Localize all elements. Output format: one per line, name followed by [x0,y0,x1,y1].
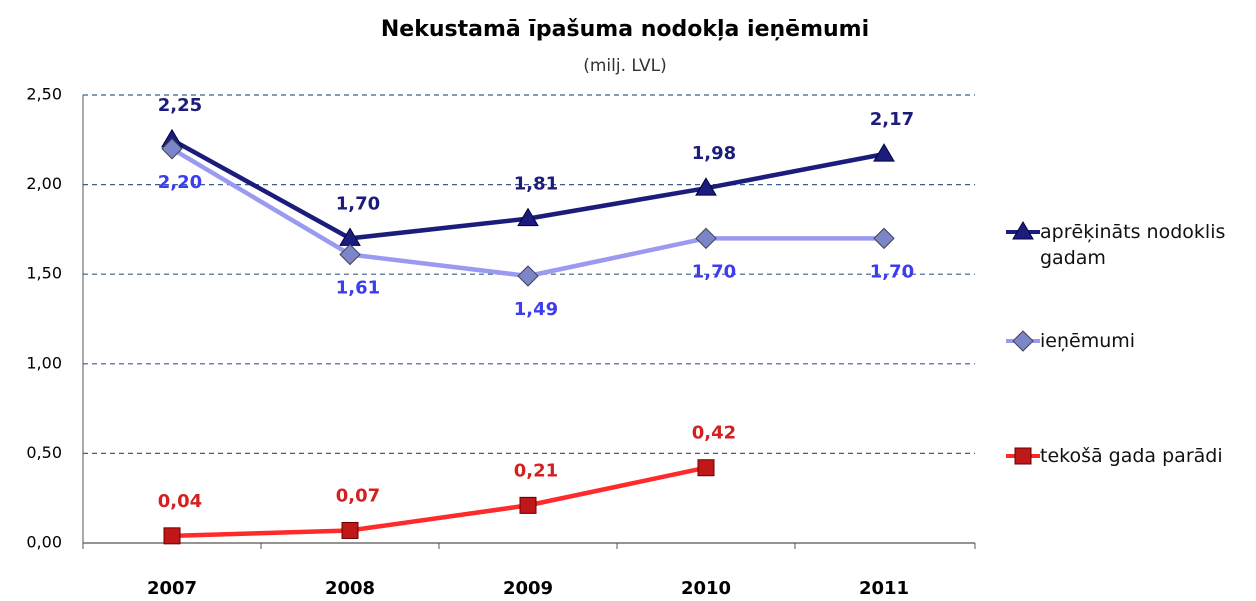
x-tick-label: 2008 [325,578,375,599]
data-label: 2,17 [870,109,914,130]
legend-label: ieņēmumi [1040,330,1136,352]
y-tick-label: 1,00 [26,353,62,372]
point-marker [695,177,717,196]
data-label: 0,21 [514,460,558,481]
point-marker [697,459,715,477]
x-tick-label: 2007 [147,578,197,599]
y-tick-label: 2,00 [26,174,62,193]
data-label: 1,81 [514,174,558,195]
data-label: 0,42 [692,423,736,444]
y-tick-label: 2,50 [26,85,62,104]
point-marker [341,521,359,539]
point-marker [519,496,537,514]
data-label: 2,25 [158,95,202,116]
y-tick-label: 1,50 [26,264,62,283]
legend-marker [1012,330,1034,352]
y-tick-label: 0,50 [26,443,62,462]
point-marker [873,227,895,250]
data-label: 1,49 [514,299,558,320]
y-tick-label: 0,00 [26,533,62,552]
x-tick-label: 2011 [859,578,909,599]
legend-label: aprēķināts nodoklis gadam [1040,221,1226,269]
point-marker [163,527,181,545]
point-marker [517,265,539,287]
data-label: 1,98 [692,143,736,164]
point-marker [339,243,361,266]
point-marker [873,143,895,162]
legend-marker [1014,447,1032,465]
chart-subtitle: (milj. LVL) [583,56,667,76]
data-label: 1,61 [336,277,380,298]
legend-marker [1012,221,1034,240]
point-marker [517,207,539,227]
legend-label: tekošā gada parādi [1040,445,1223,467]
point-marker [695,227,717,250]
series-line [171,465,707,539]
data-label: 0,04 [158,491,202,512]
data-label: 2,20 [158,172,202,193]
data-label: 1,70 [870,261,914,282]
x-tick-label: 2009 [503,578,553,599]
data-label: 1,70 [336,193,380,214]
x-tick-label: 2010 [681,578,731,599]
point-marker [161,138,183,160]
data-label: 1,70 [692,261,736,282]
data-label: 0,07 [336,485,380,506]
chart-title: Nekustamā īpašuma nodokļa ieņēmumi [381,17,869,42]
